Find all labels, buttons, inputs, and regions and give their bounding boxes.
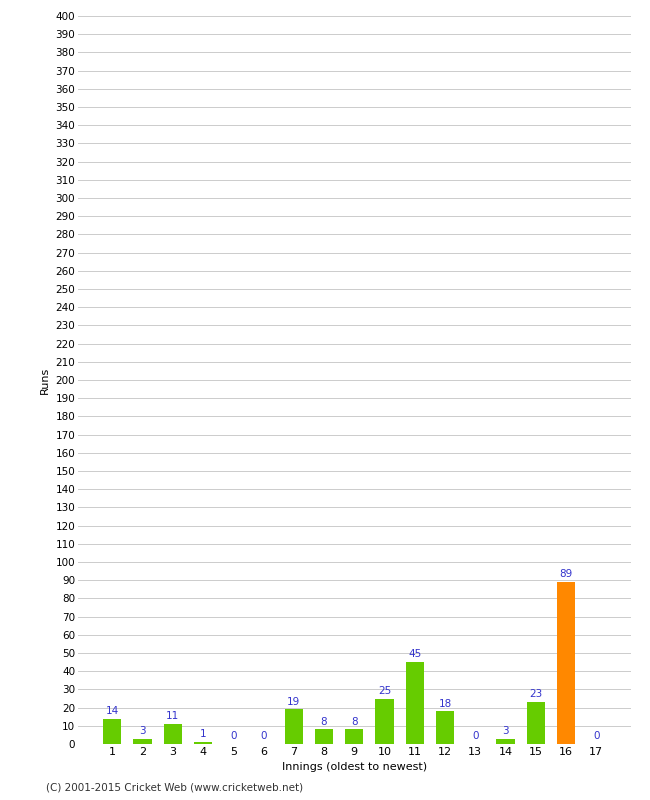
Text: 19: 19 — [287, 697, 300, 706]
Text: 0: 0 — [230, 731, 237, 742]
Text: 11: 11 — [166, 711, 179, 722]
Text: 1: 1 — [200, 730, 206, 739]
Text: 23: 23 — [529, 690, 542, 699]
Bar — [345, 730, 363, 744]
Bar — [103, 718, 122, 744]
Bar — [376, 698, 394, 744]
Text: 8: 8 — [320, 717, 328, 726]
Bar — [133, 738, 151, 744]
Text: 14: 14 — [105, 706, 119, 716]
Text: 8: 8 — [351, 717, 358, 726]
X-axis label: Innings (oldest to newest): Innings (oldest to newest) — [281, 762, 427, 772]
Bar — [436, 711, 454, 744]
Text: 0: 0 — [593, 731, 599, 742]
Bar — [194, 742, 212, 744]
Bar — [406, 662, 424, 744]
Bar — [557, 582, 575, 744]
Text: 3: 3 — [502, 726, 509, 736]
Text: 3: 3 — [139, 726, 146, 736]
Text: 18: 18 — [438, 698, 452, 709]
Bar — [526, 702, 545, 744]
Bar — [285, 710, 303, 744]
Text: 45: 45 — [408, 650, 421, 659]
Y-axis label: Runs: Runs — [40, 366, 50, 394]
Bar — [315, 730, 333, 744]
Bar — [164, 724, 182, 744]
Bar — [497, 738, 515, 744]
Text: (C) 2001-2015 Cricket Web (www.cricketweb.net): (C) 2001-2015 Cricket Web (www.cricketwe… — [46, 782, 303, 792]
Text: 25: 25 — [378, 686, 391, 696]
Text: 0: 0 — [472, 731, 478, 742]
Text: 0: 0 — [260, 731, 266, 742]
Text: 89: 89 — [560, 570, 573, 579]
